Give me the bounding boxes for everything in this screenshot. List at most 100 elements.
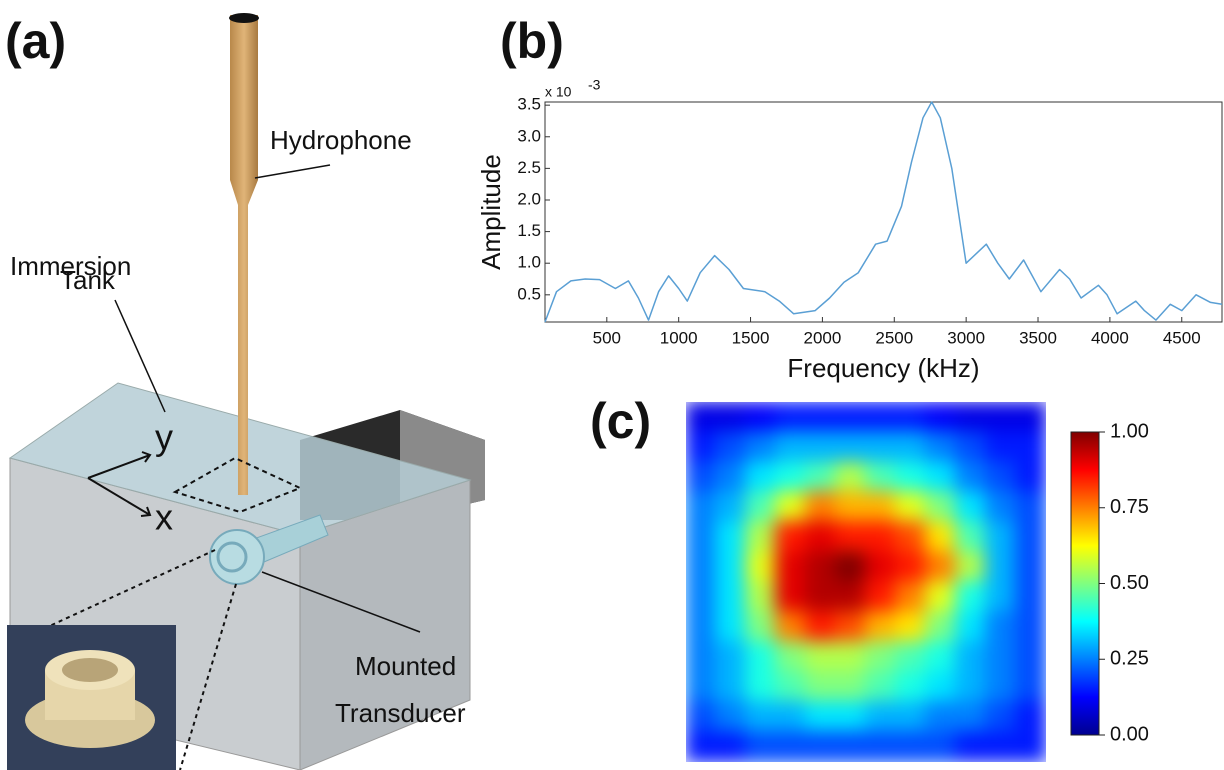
heatmap-cell: [715, 641, 747, 673]
heatmap-cell: [925, 641, 957, 673]
heatmap-cell: [955, 431, 987, 463]
heatmap-cell: [835, 581, 867, 613]
heatmap-cell: [985, 611, 1017, 643]
heatmap-cell: [1015, 581, 1047, 613]
heatmap-cell: [715, 671, 747, 703]
heatmap-cell: [955, 731, 987, 763]
heatmap-cell: [895, 521, 927, 553]
heatmap-cell: [745, 731, 777, 763]
heatmap-cell: [745, 401, 777, 433]
heatmap-cell: [715, 551, 747, 583]
heatmap-cell: [985, 641, 1017, 673]
panel-label: (a): [5, 13, 66, 69]
heatmap-cell: [895, 611, 927, 643]
heatmap-cell: [955, 671, 987, 703]
heatmap-cell: [745, 581, 777, 613]
heatmap-cell: [985, 491, 1017, 523]
plot-frame: [545, 102, 1222, 322]
heatmap-cell: [715, 581, 747, 613]
heatmap-cell: [865, 551, 897, 583]
heatmap-cell: [745, 491, 777, 523]
heatmap-cell: [745, 701, 777, 733]
heatmap-cell: [715, 461, 747, 493]
panel-label: (c): [590, 393, 651, 449]
heatmap-cell: [805, 641, 837, 673]
y-tick-label: 1.5: [517, 221, 541, 240]
y-tick-label: 3.5: [517, 95, 541, 114]
heatmap-cell: [865, 581, 897, 613]
colorbar-label: 1.00: [1110, 420, 1149, 442]
heatmap-cell: [805, 581, 837, 613]
y-exponent: -3: [588, 77, 601, 93]
y-tick-label: 2.0: [517, 189, 541, 208]
heatmap-cell: [805, 491, 837, 523]
heatmap-cell: [895, 641, 927, 673]
heatmap-cell: [865, 491, 897, 523]
heatmap-cell: [925, 581, 957, 613]
heatmap-cell: [835, 641, 867, 673]
heatmap-cell: [805, 461, 837, 493]
heatmap-cell: [865, 401, 897, 433]
heatmap-cell: [775, 671, 807, 703]
heatmap-cell: [1015, 551, 1047, 583]
heatmap-cell: [925, 731, 957, 763]
heatmap-cell: [835, 431, 867, 463]
hydrophone-tip: [229, 13, 259, 23]
heatmap-cell: [805, 521, 837, 553]
heatmap-cell: [1015, 671, 1047, 703]
heatmap-cell: [1015, 461, 1047, 493]
heatmap-cell: [955, 521, 987, 553]
heatmap-cell: [895, 401, 927, 433]
heatmap-cell: [1015, 731, 1047, 763]
x-tick-label: 500: [593, 328, 621, 347]
heatmap-cell: [895, 731, 927, 763]
heatmap-cell: [775, 491, 807, 523]
y-tick-label: 2.5: [517, 158, 541, 177]
heatmap-cell: [985, 551, 1017, 583]
heatmap-cell: [895, 491, 927, 523]
heatmap-cell: [685, 701, 717, 733]
heatmap-cell: [925, 431, 957, 463]
x-tick-label: 4500: [1163, 328, 1201, 347]
heatmap-cell: [685, 521, 717, 553]
heatmap-cell: [955, 611, 987, 643]
heatmap-cell: [835, 551, 867, 583]
heatmap-cell: [1015, 521, 1047, 553]
x-tick-label: 2000: [803, 328, 841, 347]
heatmap-cell: [985, 461, 1017, 493]
heatmap-cell: [895, 551, 927, 583]
heatmap-cell: [925, 671, 957, 703]
colorbar: [1071, 432, 1099, 735]
heatmap-cell: [685, 491, 717, 523]
heatmap-cell: [805, 551, 837, 583]
heatmap-cell: [925, 401, 957, 433]
heatmap-cell: [745, 671, 777, 703]
heatmap-cell: [1015, 401, 1047, 433]
x-tick-label: 4000: [1091, 328, 1129, 347]
heatmap: [685, 401, 1047, 763]
heatmap-cell: [775, 641, 807, 673]
panel-label: (b): [500, 13, 564, 69]
heatmap-cell: [745, 611, 777, 643]
heatmap-cell: [955, 641, 987, 673]
heatmap-cell: [955, 491, 987, 523]
label: Tank: [60, 265, 116, 295]
heatmap-cell: [745, 641, 777, 673]
heatmap-cell: [685, 641, 717, 673]
heatmap-cell: [715, 431, 747, 463]
heatmap-cell: [775, 611, 807, 643]
diagram: Hydrophone Immersion Tank y x Mounted Tr…: [7, 13, 485, 770]
y-multiplier: x 10: [545, 84, 572, 100]
heatmap-cell: [745, 461, 777, 493]
heatmap-cell: [775, 461, 807, 493]
x-tick-label: 3500: [1019, 328, 1057, 347]
heatmap-cell: [715, 701, 747, 733]
heatmap-cell: [865, 671, 897, 703]
heatmap-cell: [955, 581, 987, 613]
heatmap-cell: [985, 671, 1017, 703]
heatmap-cell: [685, 401, 717, 433]
heatmap-cell: [865, 701, 897, 733]
heatmap-cell: [775, 431, 807, 463]
y-tick-label: 1.0: [517, 253, 541, 272]
axis-x: x: [155, 497, 173, 538]
